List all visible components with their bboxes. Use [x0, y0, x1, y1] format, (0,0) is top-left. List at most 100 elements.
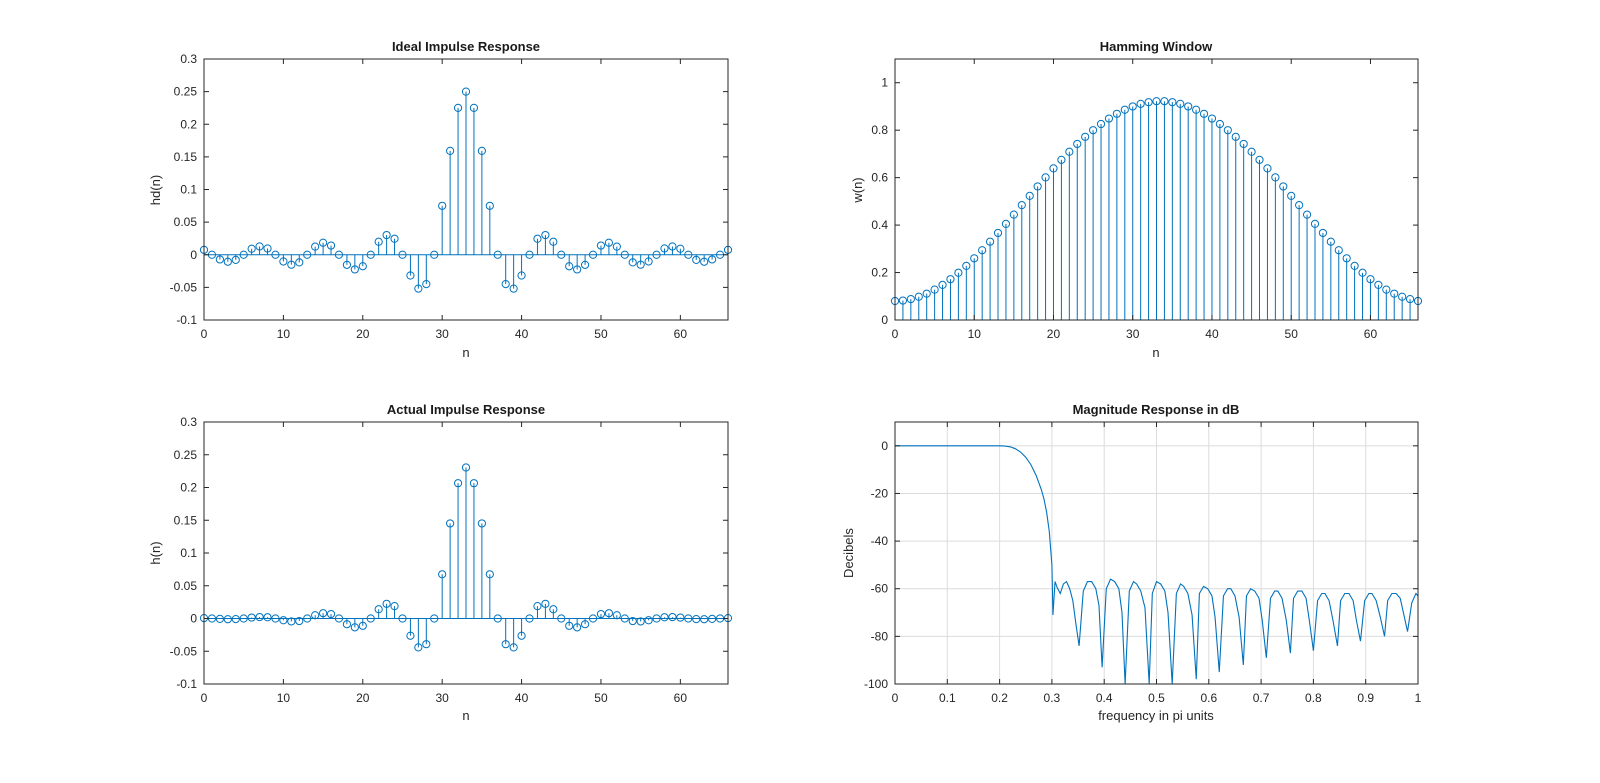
- y-tick-label: 0.15: [174, 513, 198, 527]
- stem-marker: [596, 241, 606, 250]
- stem-marker: [620, 250, 629, 259]
- x-tick-label: 10: [277, 327, 291, 341]
- stem-marker: [509, 284, 518, 293]
- stem-marker: [985, 237, 995, 246]
- stem-marker: [231, 255, 240, 265]
- y-tick-label: -0.1: [176, 313, 197, 327]
- y-tick-label: 0.15: [174, 150, 198, 164]
- x-axis-label: n: [1152, 345, 1159, 360]
- stem-marker: [636, 260, 645, 269]
- stem-marker: [1168, 98, 1177, 107]
- y-tick-label: -60: [871, 582, 889, 596]
- stem-marker: [1358, 268, 1367, 277]
- stem-marker: [1223, 126, 1232, 135]
- stem-marker: [938, 280, 947, 289]
- x-tick-label: 40: [515, 327, 529, 341]
- stem-marker: [287, 617, 296, 626]
- chart-title: Actual Impulse Response: [387, 402, 545, 417]
- stem-marker: [517, 271, 526, 280]
- stem-marker: [239, 614, 248, 623]
- y-tick-label: 0: [190, 612, 197, 626]
- stem-marker: [461, 463, 471, 472]
- y-tick-label: 0.2: [871, 266, 888, 280]
- y-tick-label: 0.3: [180, 415, 197, 429]
- stem-marker: [446, 146, 455, 155]
- stem-marker: [1065, 147, 1074, 156]
- stem-marker: [970, 254, 979, 263]
- x-tick-label: 20: [356, 691, 370, 705]
- stem-marker: [1041, 173, 1050, 182]
- stem-marker: [342, 620, 352, 629]
- stem-marker: [422, 280, 431, 289]
- stem-marker: [1112, 109, 1121, 118]
- stem-marker: [430, 614, 439, 623]
- stem-marker: [1255, 155, 1264, 164]
- stem-marker: [1263, 164, 1272, 173]
- stem-marker: [438, 570, 447, 579]
- axes-box: [894, 58, 1419, 321]
- stem-marker: [501, 640, 510, 649]
- y-tick-label: 0.1: [180, 183, 197, 197]
- stem-marker: [326, 609, 336, 619]
- stem-marker: [1215, 119, 1224, 129]
- stem-marker: [1350, 261, 1359, 271]
- stem-marker: [350, 623, 359, 632]
- stem-marker: [509, 643, 518, 652]
- stem-marker: [978, 246, 987, 255]
- stem-marker: [684, 614, 693, 623]
- stem-marker: [271, 614, 280, 623]
- stem-marker: [692, 255, 701, 265]
- x-tick-label: 0.2: [991, 691, 1008, 705]
- stem-marker: [620, 614, 629, 623]
- stem-marker: [477, 146, 486, 155]
- chart-title: Ideal Impulse Response: [392, 39, 540, 54]
- stem-marker: [318, 238, 328, 247]
- stem-marker: [485, 570, 494, 579]
- stem-marker: [668, 242, 677, 251]
- x-tick-label: 10: [968, 327, 982, 341]
- x-tick-label: 0: [201, 691, 208, 705]
- stem-marker: [1382, 285, 1391, 294]
- stem-marker: [612, 611, 621, 620]
- stem-marker: [573, 265, 582, 274]
- stem-marker: [1160, 97, 1169, 106]
- stem-marker: [501, 280, 510, 289]
- stem-marker: [279, 616, 288, 625]
- stem-marker: [557, 614, 566, 623]
- stem-marker: [588, 250, 598, 259]
- stem-marker: [1390, 289, 1399, 298]
- stem-marker: [922, 289, 931, 298]
- stem-marker: [271, 250, 280, 259]
- x-tick-label: 20: [1047, 327, 1061, 341]
- stem-marker: [390, 234, 399, 243]
- stem-marker: [1231, 132, 1240, 141]
- y-tick-label: 0.2: [180, 481, 197, 495]
- stem-marker: [469, 103, 479, 112]
- magnitude-response-chart: Magnitude Response in dB frequency in pi…: [841, 402, 1422, 723]
- stem-marker: [604, 609, 614, 618]
- y-tick-label: -0.05: [170, 280, 198, 294]
- stem-marker: [1199, 109, 1209, 118]
- stem-marker: [906, 295, 915, 304]
- stem-marker: [596, 609, 606, 619]
- stem-marker: [493, 250, 502, 259]
- stem-marker: [303, 250, 312, 259]
- stem-marker: [604, 238, 614, 247]
- stem-marker: [446, 519, 455, 528]
- stem-marker: [406, 631, 415, 640]
- stem-marker: [930, 285, 939, 294]
- stem-marker: [533, 234, 542, 243]
- stem-marker: [366, 250, 375, 259]
- stem-marker: [1025, 191, 1034, 201]
- stem-marker: [1033, 182, 1042, 191]
- y-tick-label: -0.1: [176, 677, 197, 691]
- stem-marker: [588, 614, 598, 623]
- x-tick-label: 0.6: [1200, 691, 1217, 705]
- stem-marker: [1096, 119, 1106, 129]
- y-tick-label: 0: [881, 439, 888, 453]
- stem-marker: [295, 616, 304, 626]
- stem-marker: [461, 87, 471, 96]
- x-tick-label: 40: [1205, 327, 1219, 341]
- stem-marker: [318, 609, 328, 618]
- magnitude-line: [895, 445, 1419, 685]
